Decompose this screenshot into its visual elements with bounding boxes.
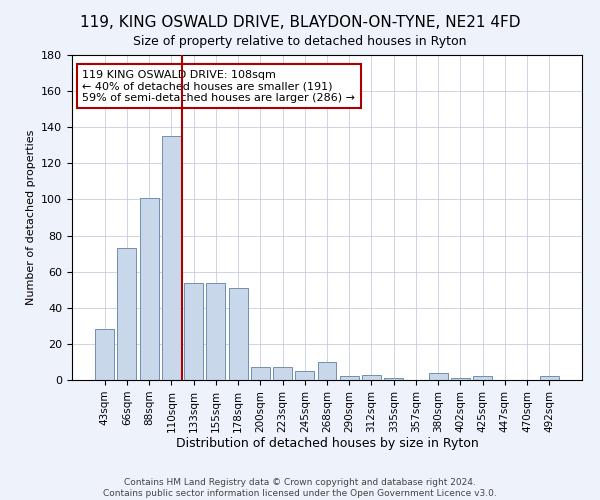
Bar <box>295 371 314 380</box>
Bar <box>273 368 292 380</box>
Bar <box>473 376 492 380</box>
X-axis label: Distribution of detached houses by size in Ryton: Distribution of detached houses by size … <box>176 438 478 450</box>
Bar <box>95 330 114 380</box>
Bar <box>317 362 337 380</box>
Bar <box>384 378 403 380</box>
Text: 119, KING OSWALD DRIVE, BLAYDON-ON-TYNE, NE21 4FD: 119, KING OSWALD DRIVE, BLAYDON-ON-TYNE,… <box>80 15 520 30</box>
Y-axis label: Number of detached properties: Number of detached properties <box>26 130 35 305</box>
Bar <box>229 288 248 380</box>
Text: 119 KING OSWALD DRIVE: 108sqm
← 40% of detached houses are smaller (191)
59% of : 119 KING OSWALD DRIVE: 108sqm ← 40% of d… <box>82 70 355 103</box>
Bar <box>340 376 359 380</box>
Bar <box>251 368 270 380</box>
Bar <box>206 282 225 380</box>
Bar <box>429 373 448 380</box>
Text: Contains HM Land Registry data © Crown copyright and database right 2024.
Contai: Contains HM Land Registry data © Crown c… <box>103 478 497 498</box>
Bar <box>118 248 136 380</box>
Bar <box>162 136 181 380</box>
Bar <box>451 378 470 380</box>
Bar <box>362 374 381 380</box>
Bar <box>540 376 559 380</box>
Bar <box>140 198 158 380</box>
Bar <box>184 282 203 380</box>
Text: Size of property relative to detached houses in Ryton: Size of property relative to detached ho… <box>133 35 467 48</box>
